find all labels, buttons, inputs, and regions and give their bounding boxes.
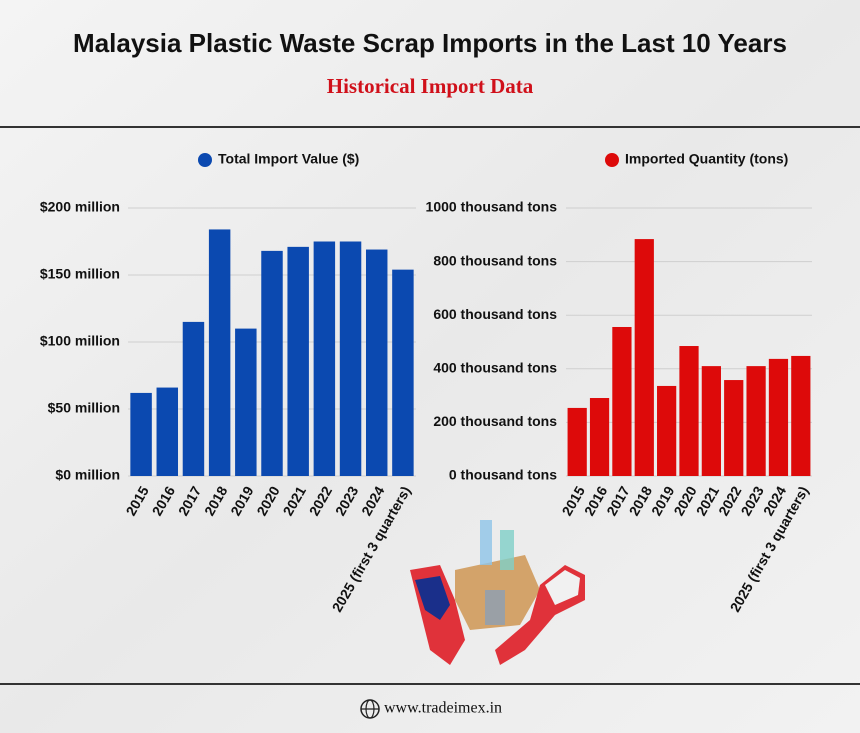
bar xyxy=(365,249,388,476)
legend-label: Total Import Value ($) xyxy=(218,151,359,167)
bar xyxy=(589,398,610,476)
bar xyxy=(724,380,744,476)
bar xyxy=(701,366,721,476)
illustration xyxy=(410,520,585,665)
y-tick-label: $0 million xyxy=(55,467,120,483)
bar xyxy=(657,385,677,476)
bar xyxy=(634,239,654,476)
y-tick-label: 600 thousand tons xyxy=(433,306,557,322)
y-tick-label: $100 million xyxy=(40,333,120,349)
title: Malaysia Plastic Waste Scrap Imports in … xyxy=(73,28,787,58)
y-tick-label: $50 million xyxy=(48,400,120,416)
bar xyxy=(746,366,766,476)
legend-label: Imported Quantity (tons) xyxy=(625,151,788,167)
website-icon xyxy=(360,699,380,719)
bar xyxy=(313,241,336,476)
y-tick-label: 200 thousand tons xyxy=(433,413,557,429)
bar xyxy=(156,387,179,476)
bar xyxy=(791,355,811,476)
y-tick-label: 1000 thousand tons xyxy=(426,199,558,215)
y-tick-label: $150 million xyxy=(40,266,120,282)
bar xyxy=(612,326,632,476)
bar xyxy=(392,269,414,476)
y-tick-label: 800 thousand tons xyxy=(433,252,557,268)
bar xyxy=(339,241,362,476)
website: www.tradeimex.in xyxy=(384,700,502,717)
bar xyxy=(261,250,283,476)
y-tick-label: $200 million xyxy=(40,199,120,215)
subtitle: Historical Import Data xyxy=(327,74,534,98)
bar xyxy=(130,392,152,476)
legend-marker xyxy=(605,153,619,167)
bar xyxy=(287,246,309,476)
bar xyxy=(182,321,205,476)
y-tick-label: 0 thousand tons xyxy=(449,467,557,483)
y-tick-label: 400 thousand tons xyxy=(433,360,557,376)
bar xyxy=(208,229,231,476)
legend-marker xyxy=(198,153,212,167)
bar xyxy=(567,407,587,476)
bar xyxy=(768,358,789,476)
bar xyxy=(679,346,699,476)
bar xyxy=(235,328,257,476)
